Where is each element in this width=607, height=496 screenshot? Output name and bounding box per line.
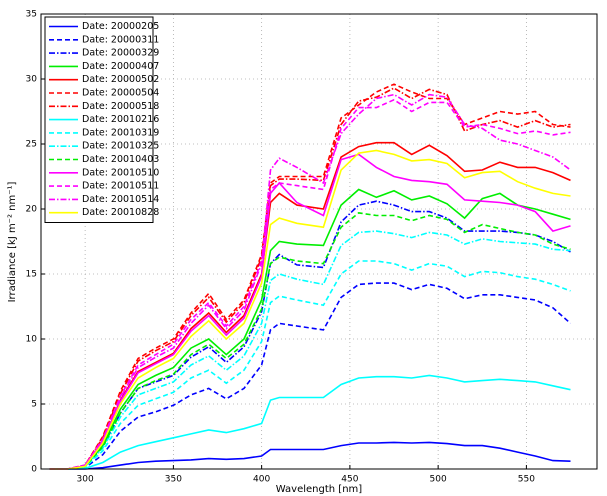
y-tick-label: 0: [31, 465, 37, 475]
x-tick-label: 550: [518, 475, 535, 485]
series-line: [49, 374, 571, 470]
plot-frame: [40, 13, 598, 470]
series-line: [49, 93, 571, 470]
series-line: [49, 98, 571, 470]
legend-label: Date: 20010510: [82, 167, 159, 178]
series-line: [49, 83, 571, 470]
legend-label: Date: 20000205: [82, 21, 159, 32]
legend-label: Date: 20010511: [82, 181, 159, 192]
legend-label: Date: 20010216: [82, 114, 159, 125]
series-line: [49, 282, 572, 470]
y-axis-label: Irradiance [kJ m⁻² nm⁻¹]: [7, 181, 18, 302]
series-line: [49, 153, 571, 470]
legend-label: Date: 20010403: [82, 154, 159, 165]
legend-label: Date: 20000504: [82, 88, 159, 99]
x-tick-label: 500: [430, 475, 447, 485]
x-tick-label: 350: [165, 475, 182, 485]
series-line: [49, 441, 571, 470]
series-line: [49, 188, 571, 470]
x-tick-label: 300: [77, 475, 94, 485]
legend: Date: 20000205 Date: 20000311 Date: 200003…: [44, 16, 159, 223]
series-line: [49, 212, 571, 470]
legend-label: Date: 20010319: [82, 127, 159, 138]
legend-label: Date: 20000502: [82, 74, 159, 85]
series-line: [49, 230, 571, 470]
y-tick-label: 15: [26, 270, 37, 280]
legend-label: Date: 20000407: [82, 61, 159, 72]
y-tick-label: 35: [26, 10, 37, 20]
series-line: [49, 149, 571, 470]
x-axis-label: Wavelength [nm]: [276, 484, 362, 495]
series-line: [49, 87, 571, 470]
y-tick-label: 30: [26, 75, 38, 85]
legend-label: Date: 20000311: [82, 34, 159, 45]
legend-label: Date: 20000329: [82, 48, 159, 59]
legend-label: Date: 20010828: [82, 207, 159, 218]
series-line: [49, 141, 571, 470]
x-tick-label: 450: [341, 475, 358, 485]
y-tick-label: 5: [31, 400, 37, 410]
y-tick-label: 20: [26, 205, 38, 215]
x-tick-label: 400: [253, 475, 270, 485]
legend-label: Date: 20010325: [82, 141, 159, 152]
legend-label: Date: 20010514: [82, 194, 159, 205]
y-tick-label: 10: [26, 335, 38, 345]
legend-label: Date: 20000518: [82, 101, 159, 112]
y-tick-label: 25: [26, 140, 37, 150]
